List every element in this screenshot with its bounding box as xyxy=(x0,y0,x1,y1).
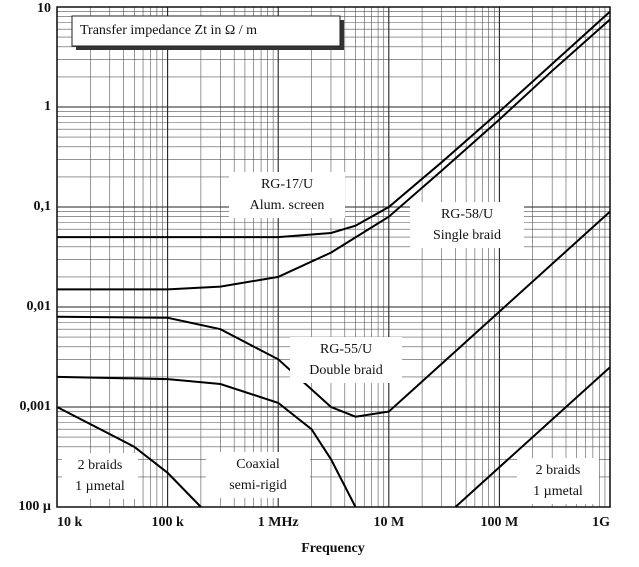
y-tick-label: 10 xyxy=(37,1,51,16)
y-tick-label: 1 xyxy=(44,99,51,114)
curve xyxy=(57,10,611,239)
label-box xyxy=(62,453,138,499)
chart-title: Transfer impedance Zt in Ω / m xyxy=(80,23,257,38)
x-tick-label: 10 k xyxy=(57,515,83,530)
x-tick-label: 10 M xyxy=(373,515,404,530)
series-note: 1 µmetal xyxy=(75,479,125,494)
y-tick-label: 0,01 xyxy=(27,299,52,314)
y-tick-label: 0,001 xyxy=(20,399,52,414)
x-tick-label: 1 MHz xyxy=(258,515,299,530)
grid xyxy=(56,6,611,508)
series-label: 2 braids xyxy=(536,463,581,478)
label-box xyxy=(410,202,524,248)
series-note: Single braid xyxy=(433,228,501,243)
y-tick-label: 100 µ xyxy=(18,499,51,514)
label-box xyxy=(517,458,599,504)
x-tick-label: 100 M xyxy=(481,515,519,530)
labels: 10 k 100 k 1 MHz 10 M 100 M 1G 100 µ 0,001 0,01 0… xyxy=(18,1,610,530)
title-box xyxy=(71,15,341,47)
x-tick-label: 100 k xyxy=(151,515,184,530)
curves xyxy=(56,10,611,508)
label-box xyxy=(290,337,402,383)
curve xyxy=(56,375,357,508)
series-label: Coaxial xyxy=(236,457,280,472)
x-tick-label: 1G xyxy=(592,515,610,530)
curve xyxy=(454,366,611,508)
series-label: 2 braids xyxy=(78,458,123,473)
x-axis-label: Frequency xyxy=(301,541,365,556)
series-note: Double braid xyxy=(309,363,382,378)
label-box xyxy=(229,172,345,218)
curve xyxy=(57,18,611,291)
series-label: RG-55/U xyxy=(320,342,372,357)
curve xyxy=(56,210,611,418)
label-box xyxy=(206,452,310,498)
y-tick-label: 0,1 xyxy=(34,199,52,214)
series-note: Alum. screen xyxy=(250,198,325,213)
plot-frame xyxy=(56,6,611,508)
series-note: 1 µmetal xyxy=(533,484,583,499)
curve xyxy=(56,406,202,508)
series-label: RG-58/U xyxy=(441,207,493,222)
series-note: semi-rigid xyxy=(229,478,287,493)
series-label: RG-17/U xyxy=(261,177,313,192)
